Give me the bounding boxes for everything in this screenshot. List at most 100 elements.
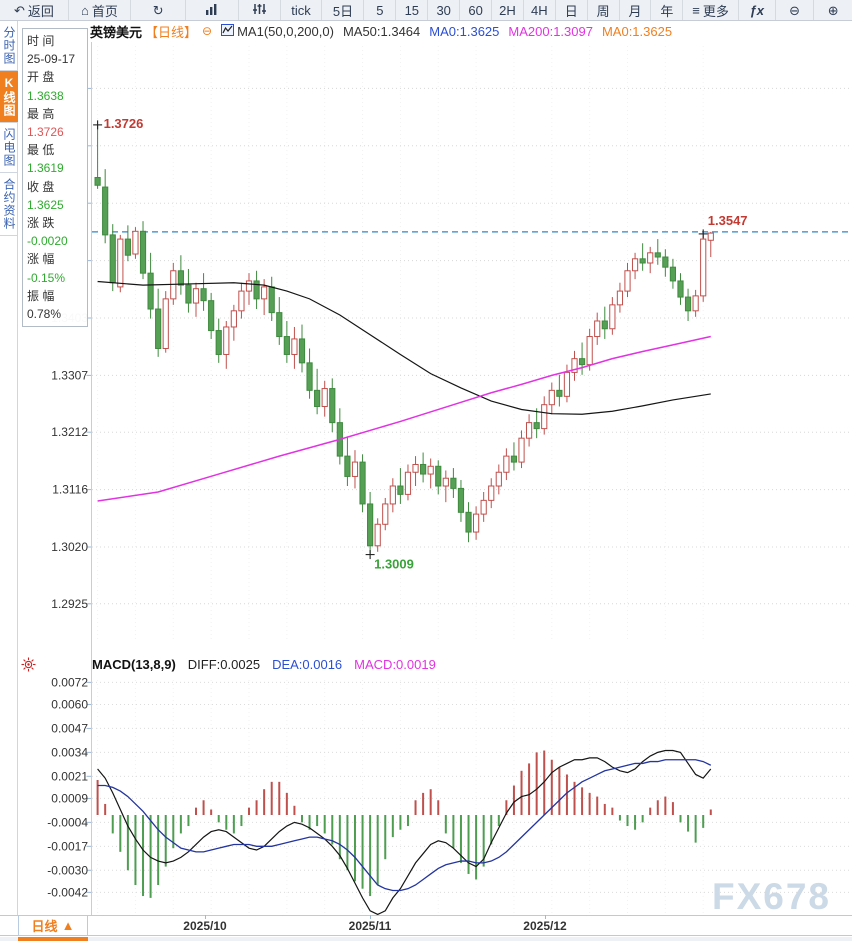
clipped-bottom-toolbar	[0, 937, 852, 941]
info-label-high: 最 高	[27, 106, 55, 121]
interval-4h-button[interactable]: 4H	[524, 0, 556, 20]
refresh-button[interactable]: ↻	[131, 0, 187, 20]
zoom-in-icon: ⊕	[827, 2, 839, 18]
x-axis-label-dec: 2025/12	[523, 919, 567, 933]
svg-text:1.3547: 1.3547	[708, 213, 748, 228]
svg-text:0.0060: 0.0060	[51, 697, 88, 711]
clipped-active-tab	[18, 937, 88, 941]
fx678-watermark: FX678	[712, 876, 832, 917]
info-value-change: -0.0020	[27, 234, 68, 249]
ma200-value: MA200:1.3097	[508, 23, 593, 39]
interval-60min-button[interactable]: 60	[460, 0, 493, 20]
svg-text:-0.0004: -0.0004	[47, 815, 88, 829]
collapse-up-arrow-icon: ▲	[61, 918, 75, 933]
more-button[interactable]: ≡ 更多	[683, 0, 739, 20]
info-value-time: 25-09-17	[27, 52, 76, 67]
chart-settings-sliders-button[interactable]	[239, 0, 281, 20]
svg-text:-0.0042: -0.0042	[47, 885, 88, 899]
collapse-icon[interactable]: ⊖	[202, 24, 213, 38]
x-axis-label-oct: 2025/10	[183, 919, 227, 933]
info-label-low: 最 低	[27, 143, 55, 158]
indicator-settings-gear-icon[interactable]	[21, 657, 36, 675]
candle-info-panel: 时 间 25-09-17 开 盘 1.3638 最 高 1.3726 最 低 1…	[22, 28, 88, 328]
month-tick	[205, 915, 206, 919]
x-axis-label-nov: 2025/11	[348, 919, 392, 933]
svg-text:1.3212: 1.3212	[51, 425, 88, 439]
interval-15min-button[interactable]: 15	[396, 0, 429, 20]
zoom-in-button[interactable]: ⊕	[814, 0, 852, 20]
svg-text:0.0072: 0.0072	[51, 675, 88, 689]
interval-5day-button[interactable]: 5日	[322, 0, 365, 20]
tab-contract-info[interactable]: 合约资料	[0, 173, 18, 236]
svg-text:1.3020: 1.3020	[51, 540, 88, 554]
svg-text:0.0009: 0.0009	[51, 791, 88, 805]
info-label-amplitude: 振 幅	[27, 288, 55, 303]
toolbar: ↶ 返回 ⌂ 首页 ↻ tick 5日 5 15 30 60 2H 4H 日 周 月…	[0, 0, 852, 21]
interval-day-button[interactable]: 日	[556, 0, 588, 20]
interval-year-button[interactable]: 年	[651, 0, 684, 20]
svg-text:0.0021: 0.0021	[51, 769, 88, 783]
macd-macd-value: MACD:0.0019	[354, 657, 436, 672]
tab-kline-chart[interactable]: K线图	[0, 71, 18, 123]
info-value-low: 1.3619	[27, 161, 64, 176]
info-value-amplitude: 0.78%	[27, 307, 62, 322]
interval-30min-button[interactable]: 30	[428, 0, 461, 20]
macd-diff-value: DIFF:0.0025	[187, 657, 261, 672]
svg-text:0.0034: 0.0034	[51, 745, 88, 759]
back-arrow-icon: ↶	[13, 2, 25, 18]
zoom-out-button[interactable]: ⊖	[776, 0, 815, 20]
bottom-axis-bar: 日线 ▲ 2025/10 2025/11 2025/12	[0, 915, 852, 936]
svg-text:1.3307: 1.3307	[51, 368, 88, 382]
bar-chart-icon	[204, 2, 219, 18]
macd-dea-value: DEA:0.0016	[272, 657, 343, 672]
symbol-name: 英镑美元	[90, 24, 143, 40]
svg-text:-0.0030: -0.0030	[47, 863, 88, 877]
interval-month-button[interactable]: 月	[620, 0, 652, 20]
chart-mode-tabstrip: 分时图 K线图 闪电图 合约资料	[0, 21, 18, 915]
macd-header: MACD(13,8,9) DIFF:0.0025 DEA:0.0016 MACD…	[0, 657, 852, 675]
period-label: 【日线】	[145, 24, 198, 40]
indicator-fx-button[interactable]: ƒx	[739, 0, 776, 20]
zoom-out-icon: ⊖	[789, 2, 800, 18]
kline-mini-icon	[221, 23, 235, 39]
home-button[interactable]: ⌂ 首页	[69, 0, 132, 20]
tab-time-share-chart[interactable]: 分时图	[0, 21, 18, 71]
back-button[interactable]: ↶ 返回	[0, 0, 69, 20]
svg-text:1.3726: 1.3726	[104, 116, 144, 131]
ma50-value: MA50:1.3464	[342, 23, 421, 39]
info-value-change-pct: -0.15%	[27, 270, 66, 285]
info-value-close: 1.3625	[27, 197, 64, 212]
interval-2h-button[interactable]: 2H	[492, 0, 524, 20]
info-label-change: 涨 跌	[27, 216, 55, 231]
info-value-open: 1.3638	[27, 88, 64, 103]
sliders-icon	[252, 2, 267, 18]
home-icon: ⌂	[81, 2, 89, 18]
interval-5min-button[interactable]: 5	[364, 0, 397, 20]
svg-text:1.2925: 1.2925	[51, 597, 88, 611]
menu-icon: ≡	[692, 2, 700, 18]
month-tick	[545, 915, 546, 919]
interval-week-button[interactable]: 周	[588, 0, 620, 20]
info-label-close: 收 盘	[27, 179, 55, 194]
period-tab-daily[interactable]: 日线 ▲	[18, 916, 88, 935]
svg-text:1.3116: 1.3116	[52, 483, 88, 497]
svg-text:-0.0017: -0.0017	[47, 839, 88, 853]
info-value-high: 1.3726	[27, 125, 64, 140]
svg-text:1.3009: 1.3009	[374, 557, 414, 572]
macd-title: MACD(13,8,9)	[92, 657, 176, 672]
month-tick	[370, 915, 371, 919]
chart-type-bars-button[interactable]	[186, 0, 239, 20]
chart-header: 英镑美元 【日线】 ⊖ MA1(50,0,200,0) MA50:1.3464 MA…	[90, 22, 672, 40]
ma-group-label: MA1(50,0,200,0)	[237, 23, 334, 39]
info-label-change-pct: 涨 幅	[27, 252, 55, 267]
tab-lightning-chart[interactable]: 闪电图	[0, 123, 18, 173]
ma0-blue-value: MA0:1.3625	[429, 23, 500, 39]
refresh-icon: ↻	[152, 2, 164, 18]
info-label-open: 开 盘	[27, 70, 55, 85]
svg-text:0.0047: 0.0047	[51, 721, 88, 735]
interval-tick-button[interactable]: tick	[281, 0, 323, 20]
info-label-time: 时 间	[27, 34, 55, 48]
ma0-orange-value: MA0:1.3625	[601, 23, 673, 39]
